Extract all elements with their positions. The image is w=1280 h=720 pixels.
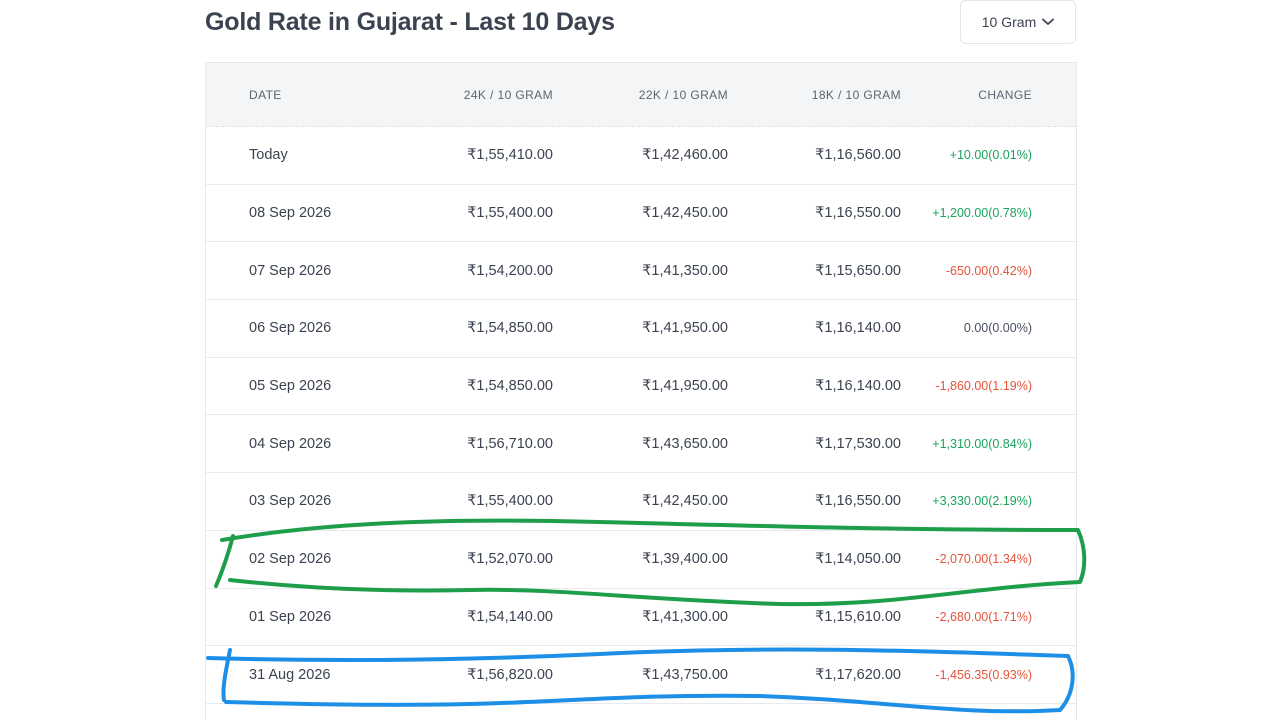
row-date: 06 Sep 2026: [249, 320, 332, 337]
page-title: Gold Rate in Gujarat - Last 10 Days: [205, 8, 615, 36]
row-18k-price: ₹1,15,650.00: [815, 262, 901, 279]
table-row: 08 Sep 2026 ₹1,55,400.00 ₹1,42,450.00 ₹1,16…: [206, 185, 1076, 243]
row-change: -650.00(0.42%): [945, 263, 1032, 278]
table-row: 03 Sep 2026 ₹1,55,400.00 ₹1,42,450.00 ₹1,16…: [206, 473, 1076, 531]
row-22k-price: ₹1,41,950.00: [642, 378, 728, 395]
unit-dropdown[interactable]: 10 Gram: [960, 0, 1076, 44]
row-24k-price: ₹1,55,400.00: [467, 493, 553, 510]
table-row: 07 Sep 2026 ₹1,54,200.00 ₹1,41,350.00 ₹1,15…: [206, 242, 1076, 301]
unit-dropdown-value: 10 Gram: [981, 14, 1037, 30]
table-row: Today ₹1,55,410.00 ₹1,42,460.00 ₹1,16,560.0…: [206, 127, 1076, 185]
row-change: +1,310.00(0.84%): [932, 436, 1032, 451]
table-row: 01 Sep 2026 ₹1,54,140.00 ₹1,41,300.00 ₹1,15…: [206, 589, 1076, 647]
row-24k-price: ₹1,54,850.00: [467, 378, 553, 395]
row-24k-price: ₹1,56,710.00: [467, 435, 553, 452]
row-change: +1,200.00(0.78%): [932, 206, 1032, 221]
row-change: 0.00(0.00%): [963, 321, 1032, 336]
header-24k: 24K / 10 GRAM: [463, 87, 553, 102]
row-18k-price: ₹1,15,610.00: [815, 608, 901, 625]
table-row: 02 Sep 2026 ₹1,52,070.00 ₹1,39,400.00 ₹1,14…: [206, 531, 1076, 589]
row-24k-price: ₹1,54,140.00: [467, 608, 553, 625]
row-22k-price: ₹1,42,450.00: [642, 205, 728, 222]
row-change: -2,680.00(1.71%): [935, 609, 1032, 624]
row-24k-price: ₹1,54,200.00: [467, 262, 553, 279]
gold-rate-table: DATE 24K / 10 GRAM 22K / 10 GRAM 18K / 1…: [205, 62, 1077, 720]
row-date: 04 Sep 2026: [249, 435, 332, 452]
row-22k-price: ₹1,41,350.00: [642, 262, 728, 279]
header-date: DATE: [249, 87, 282, 102]
row-22k-price: ₹1,43,650.00: [642, 435, 728, 452]
row-date: 03 Sep 2026: [249, 493, 332, 510]
row-date: 08 Sep 2026: [249, 205, 332, 222]
row-22k-price: ₹1,42,460.00: [642, 147, 728, 164]
row-change: -1,860.00(1.19%): [935, 379, 1032, 394]
header-change: CHANGE: [978, 87, 1032, 102]
row-18k-price: ₹1,17,530.00: [815, 435, 901, 452]
row-18k-price: ₹1,16,140.00: [815, 378, 901, 395]
row-18k-price: ₹1,14,050.00: [815, 551, 901, 568]
row-change: -1,456.35(0.93%): [935, 667, 1032, 682]
row-change: +10.00(0.01%): [949, 148, 1032, 163]
row-date: Today: [249, 147, 288, 164]
row-date: 02 Sep 2026: [249, 551, 332, 568]
row-24k-price: ₹1,52,070.00: [467, 551, 553, 568]
row-change: +3,330.00(2.19%): [932, 494, 1032, 509]
row-24k-price: ₹1,54,850.00: [467, 320, 553, 337]
row-24k-price: ₹1,55,410.00: [467, 147, 553, 164]
row-date: 01 Sep 2026: [249, 608, 332, 625]
row-date: 05 Sep 2026: [249, 378, 332, 395]
row-22k-price: ₹1,39,400.00: [642, 551, 728, 568]
row-18k-price: ₹1,16,140.00: [815, 320, 901, 337]
table-body: Today ₹1,55,410.00 ₹1,42,460.00 ₹1,16,560.0…: [206, 127, 1076, 704]
row-18k-price: ₹1,17,620.00: [815, 666, 901, 683]
header-18k: 18K / 10 GRAM: [811, 87, 901, 102]
row-date: 07 Sep 2026: [249, 262, 332, 279]
table-row: 04 Sep 2026 ₹1,56,710.00 ₹1,43,650.00 ₹1,17…: [206, 415, 1076, 474]
table-row: 05 Sep 2026 ₹1,54,850.00 ₹1,41,950.00 ₹1,16…: [206, 358, 1076, 416]
table-header-row: DATE 24K / 10 GRAM 22K / 10 GRAM 18K / 1…: [206, 63, 1076, 127]
row-22k-price: ₹1,43,750.00: [642, 666, 728, 683]
row-date: 31 Aug 2026: [249, 666, 331, 683]
table-row: 06 Sep 2026 ₹1,54,850.00 ₹1,41,950.00 ₹1,16…: [206, 300, 1076, 358]
row-22k-price: ₹1,42,450.00: [642, 493, 728, 510]
row-22k-price: ₹1,41,300.00: [642, 608, 728, 625]
row-change: -2,070.00(1.34%): [935, 552, 1032, 567]
row-18k-price: ₹1,16,550.00: [815, 493, 901, 510]
row-22k-price: ₹1,41,950.00: [642, 320, 728, 337]
row-18k-price: ₹1,16,560.00: [815, 147, 901, 164]
chevron-down-icon: [1042, 18, 1055, 26]
row-24k-price: ₹1,56,820.00: [467, 666, 553, 683]
row-24k-price: ₹1,55,400.00: [467, 205, 553, 222]
header-22k: 22K / 10 GRAM: [638, 87, 728, 102]
table-row: 31 Aug 2026 ₹1,56,820.00 ₹1,43,750.00 ₹1,17…: [206, 646, 1076, 704]
row-18k-price: ₹1,16,550.00: [815, 205, 901, 222]
